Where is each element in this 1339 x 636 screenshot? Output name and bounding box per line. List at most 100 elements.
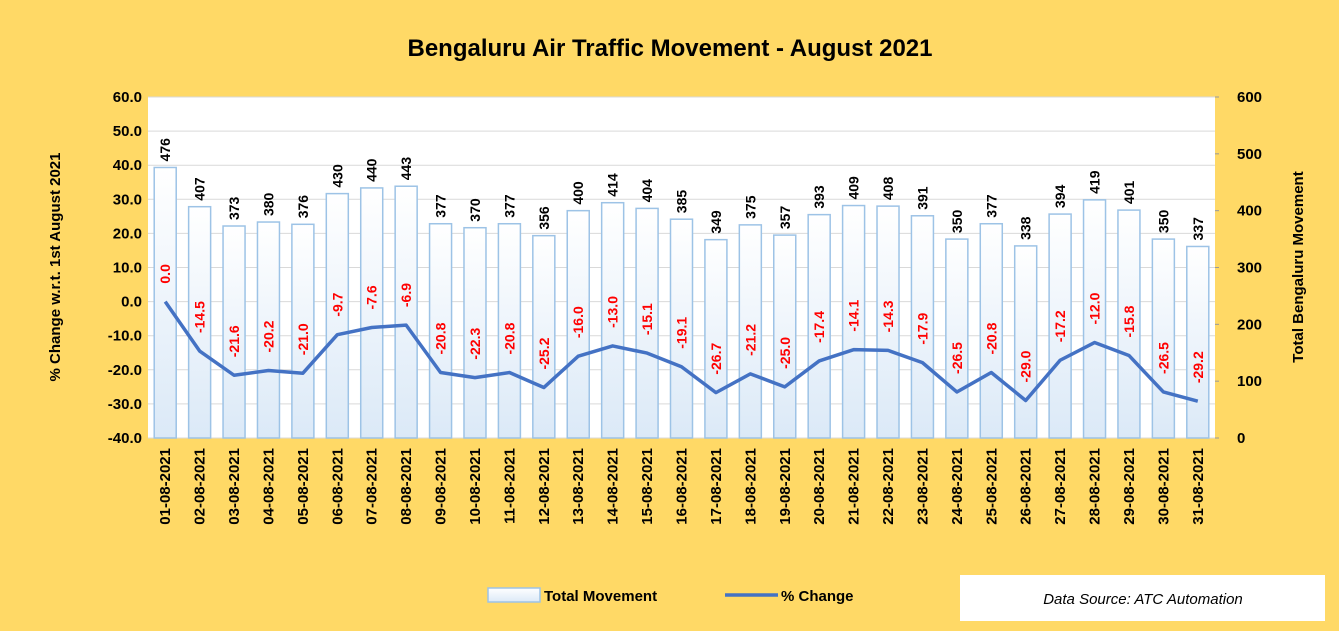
bar	[566, 209, 590, 439]
bar-value-label: 349	[708, 210, 724, 234]
bar	[1048, 213, 1072, 439]
bar	[291, 223, 315, 439]
bar-value-label: 370	[467, 198, 483, 222]
line-value-label: -25.2	[536, 337, 552, 369]
x-tick-label: 18-08-2021	[742, 448, 759, 525]
bar	[669, 218, 694, 439]
source-box	[960, 575, 1325, 621]
x-tick-label: 07-08-2021	[364, 448, 381, 525]
bar-value-label: 380	[260, 192, 276, 216]
line-value-label: -20.8	[501, 322, 517, 354]
x-tick-label: 20-08-2021	[811, 448, 828, 525]
y-tick-label: -20.0	[108, 362, 142, 379]
y-tick-label: -40.0	[108, 430, 142, 447]
bar-value-label: 338	[1018, 216, 1034, 240]
bar-value-label: 414	[605, 173, 621, 197]
line-value-label: -29.2	[1190, 351, 1206, 383]
bar-value-label: 391	[914, 186, 930, 210]
bar	[1186, 245, 1210, 439]
x-tick-label: 26-08-2021	[1018, 448, 1035, 525]
x-tick-label: 12-08-2021	[536, 448, 553, 525]
bar	[738, 224, 763, 439]
bar-value-label: 440	[364, 158, 380, 182]
bar-value-label: 443	[398, 157, 414, 181]
y-tick-label: -10.0	[108, 328, 142, 345]
bar-value-label: 375	[742, 195, 758, 219]
x-tick-label: 25-08-2021	[983, 448, 1000, 525]
bar	[497, 222, 522, 439]
bar-value-label: 393	[811, 185, 827, 209]
line-value-label: -6.9	[398, 283, 414, 307]
y-axis-label: % Change w.r.t. 1st August 2021	[47, 153, 64, 382]
bar	[187, 205, 212, 439]
y2-tick-label: 300	[1237, 260, 1262, 277]
line-value-label: -17.9	[914, 313, 930, 345]
x-tick-label: 15-08-2021	[639, 448, 656, 525]
chart-title: Bengaluru Air Traffic Movement - August …	[408, 35, 933, 62]
line-value-label: -16.0	[570, 306, 586, 338]
y-tick-label: 40.0	[113, 157, 142, 174]
y2-tick-label: 200	[1237, 316, 1262, 333]
line-value-label: -13.0	[605, 296, 621, 328]
line-value-label: -19.1	[674, 317, 690, 349]
x-tick-label: 24-08-2021	[949, 448, 966, 525]
line-value-label: -26.7	[708, 343, 724, 375]
bar	[463, 226, 487, 439]
bar	[394, 185, 418, 439]
y2-tick-label: 100	[1237, 373, 1262, 390]
x-tick-label: 31-08-2021	[1190, 448, 1207, 525]
bar	[773, 234, 797, 439]
bar	[704, 238, 728, 439]
bar	[256, 221, 281, 439]
bar-value-label: 377	[983, 194, 999, 218]
line-value-label: -29.0	[1018, 350, 1034, 382]
bar-value-label: 400	[570, 181, 586, 205]
x-tick-label: 08-08-2021	[398, 448, 415, 525]
bar-value-label: 407	[192, 177, 208, 201]
line-value-label: -26.5	[949, 342, 965, 374]
bar	[428, 222, 453, 439]
y2-tick-label: 500	[1237, 146, 1262, 163]
y-tick-label: 10.0	[113, 260, 142, 277]
x-tick-label: 10-08-2021	[467, 448, 484, 525]
x-tick-label: 14-08-2021	[605, 448, 622, 525]
bar-value-label: 401	[1121, 181, 1137, 205]
legend-label: % Change	[781, 588, 854, 605]
bar-value-label: 476	[157, 138, 173, 162]
x-tick-label: 16-08-2021	[674, 448, 691, 525]
x-tick-label: 02-08-2021	[192, 448, 209, 525]
line-value-label: -14.1	[846, 300, 862, 332]
x-tick-label: 27-08-2021	[1052, 448, 1069, 525]
x-tick-label: 09-08-2021	[433, 448, 450, 525]
bar	[1082, 199, 1107, 439]
bar	[876, 205, 900, 439]
x-tick-label: 13-08-2021	[570, 448, 587, 525]
bar-value-label: 404	[639, 179, 655, 203]
bar	[910, 215, 935, 439]
line-value-label: -14.3	[880, 300, 896, 332]
x-tick-label: 30-08-2021	[1155, 448, 1172, 525]
legend-label: Total Movement	[544, 588, 657, 605]
x-tick-label: 22-08-2021	[880, 448, 897, 525]
bar-value-label: 356	[536, 206, 552, 230]
bar-value-label: 408	[880, 177, 896, 201]
x-tick-label: 03-08-2021	[226, 448, 243, 525]
source: Data Source: ATC Automation	[1043, 591, 1243, 608]
line	[163, 300, 1199, 403]
x-tick-label: 04-08-2021	[260, 448, 277, 525]
x-tick-label: 29-08-2021	[1121, 448, 1138, 525]
bar-value-label: 409	[846, 176, 862, 200]
line-value-label: -22.3	[467, 328, 483, 360]
y-tick-label: 0.0	[121, 294, 142, 311]
x-tick-label: 05-08-2021	[295, 448, 312, 525]
bar-value-label: 385	[674, 190, 690, 214]
line-value-label: -21.2	[742, 324, 758, 356]
line-value-label: -20.8	[433, 322, 449, 354]
x-tick-label: 06-08-2021	[329, 448, 346, 525]
y2-tick-label: 400	[1237, 203, 1262, 220]
x-tick-label: 01-08-2021	[157, 448, 174, 525]
bar	[359, 187, 384, 439]
x-tick-label: 11-08-2021	[501, 448, 518, 524]
line-value-label: -7.6	[364, 285, 380, 309]
